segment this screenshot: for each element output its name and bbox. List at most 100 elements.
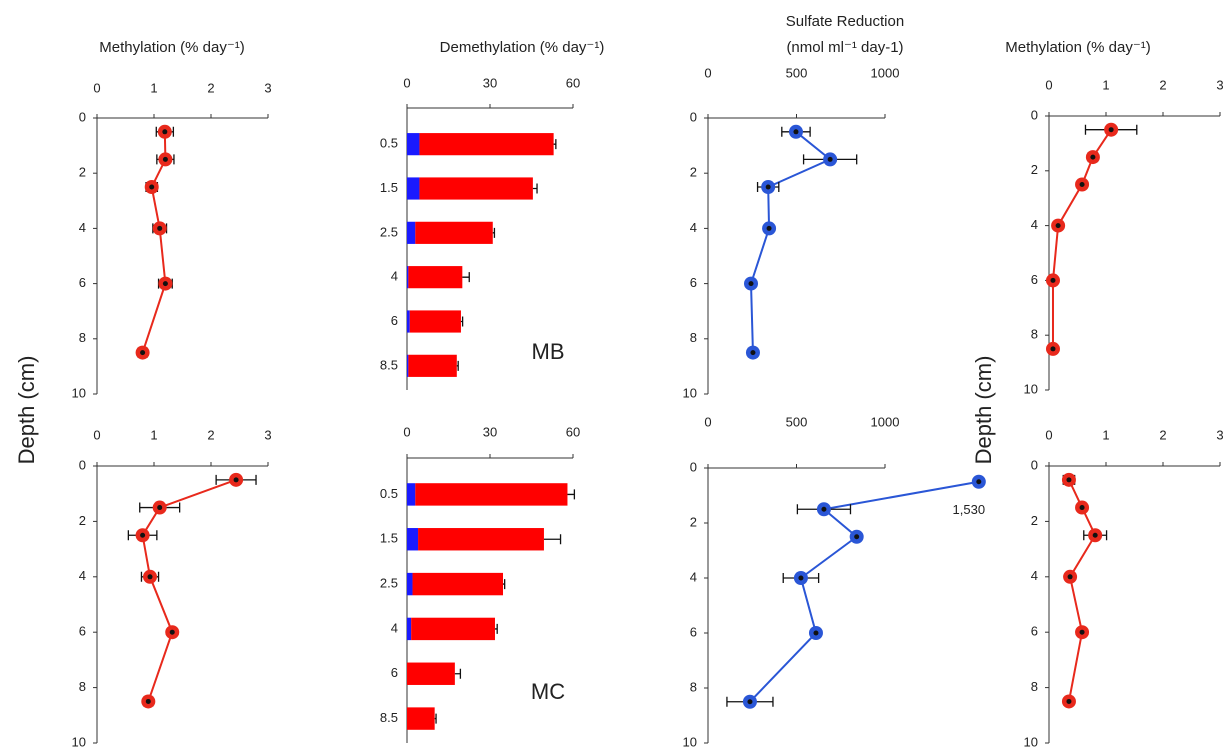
y-tick-label: 4 (690, 569, 697, 584)
point-center (162, 129, 168, 135)
point-center (765, 184, 771, 190)
bar-segment (408, 354, 457, 377)
panel-title: Methylation (% day⁻¹) (1005, 39, 1150, 56)
x-tick-label: 0 (1045, 427, 1052, 442)
point-center (1079, 505, 1085, 511)
bar-segment (407, 266, 409, 289)
point-center (976, 479, 982, 485)
point-center (1079, 629, 1085, 635)
point-center (169, 629, 175, 635)
y-tick-label: 6 (1031, 624, 1038, 639)
error-bar (434, 713, 437, 724)
y-tick-label: 0 (1031, 107, 1038, 122)
y-tick-label: 0 (690, 109, 697, 124)
point-center (157, 225, 163, 231)
category-label: 0.5 (380, 136, 398, 151)
x-tick-label: 3 (1216, 77, 1223, 92)
bar-segment (411, 617, 495, 641)
bar-segment (407, 310, 410, 333)
point-center (798, 575, 804, 581)
bar-segment (407, 177, 420, 200)
x-tick-label: 3 (264, 80, 271, 95)
error-bar (454, 668, 462, 679)
y-tick-label: 8 (79, 679, 86, 694)
y-tick-label: 8 (690, 330, 697, 345)
point-center (813, 630, 819, 636)
point-center (1055, 223, 1061, 229)
profile-line (749, 480, 979, 703)
bar-segment (409, 310, 461, 333)
point-center (766, 225, 772, 231)
panel-title: (nmol ml⁻¹ day-1) (786, 39, 903, 56)
error-bar (567, 489, 576, 500)
y-tick-label: 4 (1031, 568, 1038, 583)
point-center (162, 281, 168, 287)
bar-segment (407, 572, 413, 596)
y-tick-label: 6 (79, 275, 86, 290)
x-tick-label: 3 (264, 427, 271, 442)
x-tick-label: 0 (1045, 77, 1052, 92)
category-label: 8.5 (380, 710, 398, 725)
y-tick-label: 4 (1031, 217, 1038, 232)
x-tick-label: 500 (786, 65, 808, 80)
x-tick-label: 500 (786, 414, 808, 429)
x-tick-label: 60 (566, 424, 580, 439)
x-tick-label: 0 (93, 427, 100, 442)
bar-segment (407, 221, 416, 244)
y-axis-label: Depth (cm) (971, 356, 996, 465)
category-label: 1.5 (380, 180, 398, 195)
error-bar (456, 360, 459, 371)
point-center (1066, 477, 1072, 483)
panel-title: Methylation (% day⁻¹) (99, 39, 244, 56)
category-label: 4 (391, 269, 398, 284)
y-tick-label: 0 (690, 459, 697, 474)
x-tick-label: 2 (207, 80, 214, 95)
point-center (140, 350, 146, 356)
x-tick-label: 0 (403, 424, 410, 439)
x-tick-label: 1 (150, 80, 157, 95)
y-tick-label: 6 (1031, 272, 1038, 287)
point-center (147, 574, 153, 580)
bar-segment (415, 221, 493, 244)
point-center (162, 156, 168, 162)
site-label: MB (532, 339, 565, 364)
point-center (793, 129, 799, 135)
y-tick-label: 6 (690, 275, 697, 290)
point-center (1066, 698, 1072, 704)
error-bar (494, 623, 498, 634)
panel-title: Demethylation (% day⁻¹) (440, 39, 605, 56)
site-label: MC (531, 679, 565, 704)
profile-line (141, 478, 237, 702)
profile-line (1051, 129, 1112, 349)
y-tick-label: 10 (1024, 734, 1038, 749)
x-tick-label: 3 (1216, 427, 1223, 442)
category-label: 6 (391, 313, 398, 328)
error-bar (462, 272, 470, 283)
category-label: 2.5 (380, 224, 398, 239)
y-tick-label: 2 (79, 513, 86, 528)
y-tick-label: 2 (1031, 513, 1038, 528)
y-tick-label: 8 (79, 330, 86, 345)
point-center (1092, 532, 1098, 538)
point-center (145, 698, 151, 704)
point-center (750, 350, 756, 356)
x-tick-label: 1000 (871, 414, 900, 429)
bar-segment (407, 483, 416, 506)
y-tick-label: 6 (690, 624, 697, 639)
point-center (748, 281, 754, 287)
x-tick-label: 0 (704, 65, 711, 80)
x-tick-label: 0 (93, 80, 100, 95)
y-tick-label: 0 (79, 109, 86, 124)
y-tick-label: 8 (1031, 679, 1038, 694)
error-bar (553, 139, 557, 150)
panel-title: Sulfate Reduction (786, 13, 904, 30)
category-label: 0.5 (380, 486, 398, 501)
error-bar (492, 227, 496, 238)
y-tick-label: 0 (1031, 457, 1038, 472)
x-tick-label: 0 (704, 414, 711, 429)
x-tick-label: 0 (403, 75, 410, 90)
point-center (1090, 154, 1096, 160)
x-tick-label: 1 (150, 427, 157, 442)
category-label: 8.5 (380, 357, 398, 372)
